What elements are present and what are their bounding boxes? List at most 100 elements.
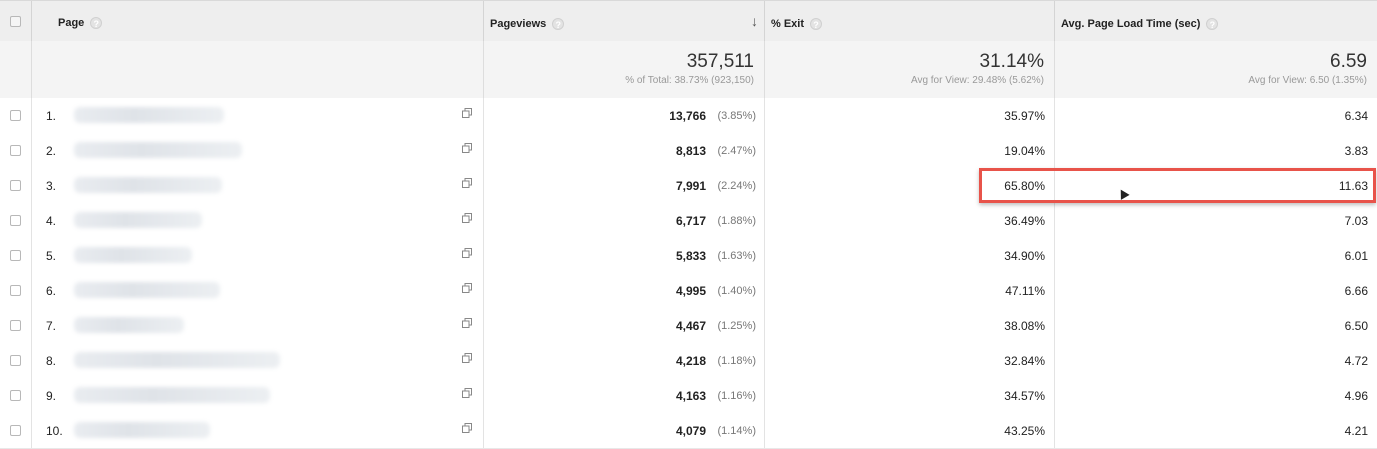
table-header: Page? Pageviews? ↓ % Exit? Avg. Page Loa…	[0, 0, 1377, 43]
open-in-new-window-icon[interactable]	[462, 423, 472, 433]
row-exit-cell: 35.97%	[765, 98, 1055, 133]
sort-descending-icon[interactable]: ↓	[751, 13, 758, 29]
row-exit: 65.80%	[1004, 179, 1045, 193]
row-pageviews-percent: (3.85%)	[717, 110, 756, 122]
row-pageviews: 13,766	[669, 109, 706, 123]
table-row: 9. 4,163 (1.16%) 34.57% 4.96	[0, 378, 1377, 414]
open-in-new-window-icon[interactable]	[462, 318, 472, 328]
row-rank: 8.	[46, 354, 57, 368]
row-exit-cell: 36.49%	[765, 203, 1055, 238]
row-checkbox[interactable]	[10, 320, 21, 331]
row-exit: 36.49%	[1004, 214, 1045, 228]
header-pageviews[interactable]: Pageviews? ↓	[484, 1, 765, 42]
row-check-cell	[0, 273, 32, 308]
blurred-page-link[interactable]	[74, 212, 202, 228]
header-page[interactable]: Page?	[32, 1, 484, 42]
blurred-page-link[interactable]	[74, 177, 222, 193]
row-load-cell: 3.83	[1055, 133, 1377, 168]
row-rank: 6.	[46, 284, 57, 298]
row-check-cell	[0, 133, 32, 168]
blurred-page-link[interactable]	[74, 422, 210, 438]
row-check-cell	[0, 308, 32, 343]
row-exit: 43.25%	[1004, 424, 1045, 438]
row-exit-cell: 65.80%	[765, 168, 1055, 203]
row-checkbox[interactable]	[10, 145, 21, 156]
open-in-new-window-icon[interactable]	[462, 213, 472, 223]
summary-load-time: 6.59 Avg for View: 6.50 (1.35%)	[1055, 41, 1377, 98]
row-exit: 35.97%	[1004, 109, 1045, 123]
row-checkbox[interactable]	[10, 215, 21, 226]
summary-exit-value: 31.14%	[979, 51, 1044, 72]
blurred-page-link[interactable]	[74, 387, 270, 403]
header-exit[interactable]: % Exit?	[765, 1, 1055, 42]
row-pageviews-percent: (1.18%)	[717, 355, 756, 367]
row-rank: 7.	[46, 319, 57, 333]
open-in-new-window-icon[interactable]	[462, 388, 472, 398]
summary-load-value: 6.59	[1330, 51, 1367, 72]
row-pageviews-cell: 13,766 (3.85%)	[484, 98, 765, 133]
blurred-page-link[interactable]	[74, 352, 280, 368]
row-checkbox[interactable]	[10, 425, 21, 436]
row-checkbox[interactable]	[10, 180, 21, 191]
row-load-time: 4.72	[1344, 354, 1368, 368]
row-rank: 5.	[46, 249, 57, 263]
open-in-new-window-icon[interactable]	[462, 143, 472, 153]
open-in-new-window-icon[interactable]	[462, 178, 472, 188]
blurred-page-link[interactable]	[74, 107, 224, 123]
table-row: 3. 7,991 (2.24%) 65.80% 11.63	[0, 168, 1377, 204]
help-icon[interactable]: ?	[90, 17, 103, 30]
row-checkbox[interactable]	[10, 285, 21, 296]
row-checkbox[interactable]	[10, 390, 21, 401]
row-exit-cell: 47.11%	[765, 273, 1055, 308]
row-pageviews: 6,717	[675, 214, 706, 228]
row-checkbox[interactable]	[10, 355, 21, 366]
row-pageviews-cell: 4,163 (1.16%)	[484, 378, 765, 413]
row-pageviews: 4,467	[675, 319, 706, 333]
blurred-page-link[interactable]	[74, 317, 184, 333]
summary-page-cell	[32, 41, 484, 98]
table-row: 1. 13,766 (3.85%) 35.97% 6.34	[0, 98, 1377, 134]
header-page-label: Page	[58, 17, 85, 29]
table-row: 4. 6,717 (1.88%) 36.49% 7.03	[0, 203, 1377, 239]
row-rank: 1.	[46, 109, 57, 123]
row-page-cell: 9.	[32, 378, 484, 413]
row-rank: 4.	[46, 214, 57, 228]
row-pageviews-cell: 4,995 (1.40%)	[484, 273, 765, 308]
row-exit: 34.57%	[1004, 389, 1045, 403]
row-check-cell	[0, 168, 32, 203]
row-page-cell: 5.	[32, 238, 484, 273]
row-rank: 10.	[46, 424, 63, 438]
summary-load-sub: Avg for View: 6.50 (1.35%)	[1248, 75, 1367, 86]
open-in-new-window-icon[interactable]	[462, 248, 472, 258]
row-page-cell: 2.	[32, 133, 484, 168]
blurred-page-link[interactable]	[74, 247, 192, 263]
help-icon[interactable]: ?	[810, 18, 823, 31]
summary-exit-sub: Avg for View: 29.48% (5.62%)	[910, 75, 1044, 86]
row-check-cell	[0, 238, 32, 273]
row-load-cell: 6.66	[1055, 273, 1377, 308]
header-load-time[interactable]: Avg. Page Load Time (sec)?	[1055, 1, 1377, 42]
open-in-new-window-icon[interactable]	[462, 353, 472, 363]
help-icon[interactable]: ?	[1206, 18, 1219, 31]
header-exit-label: % Exit	[771, 18, 805, 30]
row-pageviews: 4,218	[675, 354, 706, 368]
row-pageviews: 4,995	[675, 284, 706, 298]
row-pageviews: 7,991	[675, 179, 706, 193]
open-in-new-window-icon[interactable]	[462, 283, 472, 293]
row-load-time: 6.01	[1344, 249, 1368, 263]
row-load-cell: 4.21	[1055, 413, 1377, 448]
row-checkbox[interactable]	[10, 250, 21, 261]
open-in-new-window-icon[interactable]	[462, 108, 472, 118]
row-load-cell: 11.63	[1055, 168, 1377, 203]
row-exit: 47.11%	[1005, 284, 1045, 298]
row-load-time: 4.21	[1344, 424, 1368, 438]
row-pageviews-percent: (1.40%)	[717, 285, 756, 297]
row-checkbox[interactable]	[10, 110, 21, 121]
row-rank: 9.	[46, 389, 57, 403]
row-page-cell: 1.	[32, 98, 484, 133]
help-icon[interactable]: ?	[552, 18, 565, 31]
blurred-page-link[interactable]	[74, 282, 220, 298]
select-all-checkbox[interactable]	[10, 16, 21, 27]
blurred-page-link[interactable]	[74, 142, 242, 158]
row-check-cell	[0, 343, 32, 378]
